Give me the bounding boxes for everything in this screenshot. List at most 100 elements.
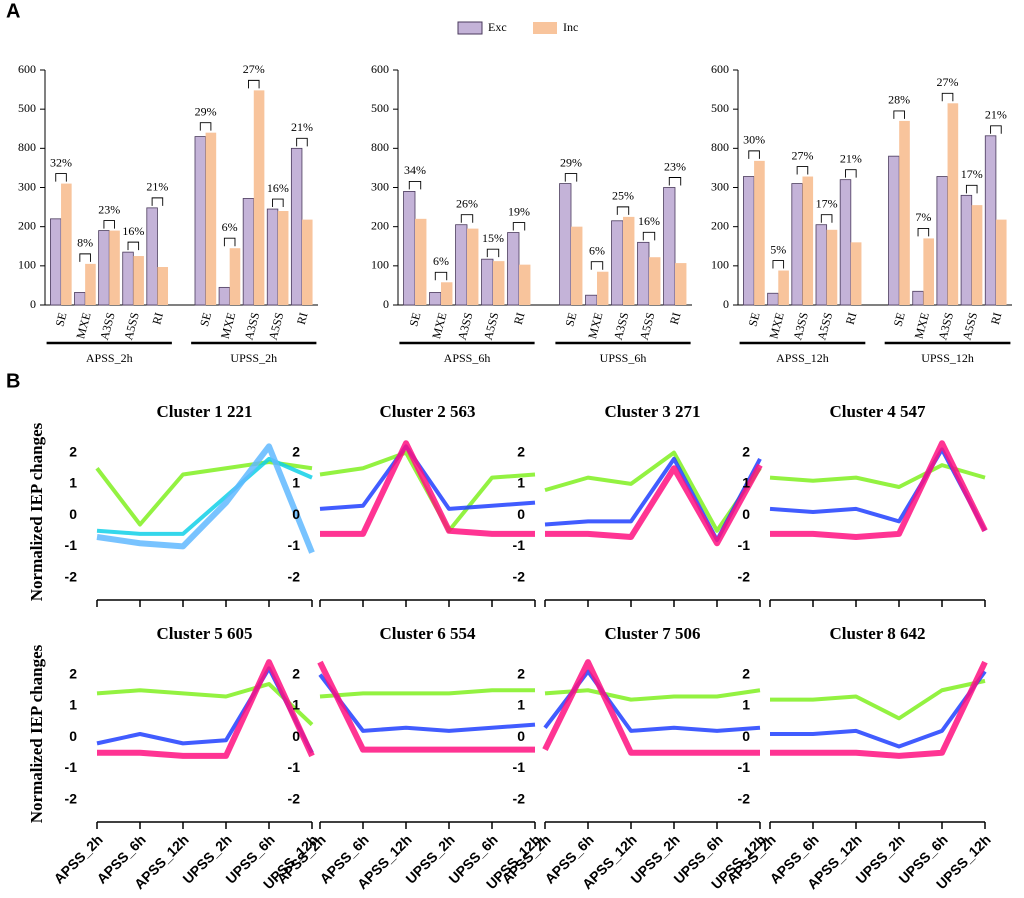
bracket [512,222,526,231]
group-label: APSS_2h [86,351,133,365]
x-tick-label: SE [562,311,579,328]
y-tick-label: 1 [292,475,300,491]
x-tick-label: MXE [429,311,449,340]
chart-title: Cluster 4 547 [829,402,926,421]
bracket [486,248,500,258]
y-tick-label: 500 [371,101,389,115]
x-tick-label: A5SS [266,311,287,342]
profile-line [317,660,535,753]
bracket [248,79,260,89]
profile-line [318,673,536,733]
x-tick-label: A3SS [242,311,263,342]
bar [815,224,828,306]
y-tick-label: 100 [18,258,36,272]
bar [403,191,416,306]
bar [767,292,779,306]
bracket [79,253,91,262]
y-tick-label: 0 [292,506,300,522]
panel-label: B [6,370,20,392]
annotation: 6% [589,243,605,257]
chart-title: Cluster 3 271 [604,402,700,421]
annotation: 29% [195,104,217,118]
annotation: 21% [840,151,862,165]
group-label: UPSS_2h [230,351,277,365]
y-tick-label: 0 [723,297,729,311]
x-tick-label: SE [745,311,762,328]
y-tick-label: 2 [69,665,77,681]
group-label: UPSS_6h [600,351,647,365]
bar [571,226,583,305]
annotation: 6% [222,220,238,234]
profile-line [545,463,763,547]
profile-line [770,440,988,540]
y-tick-label: 200 [711,218,729,232]
x-tick-label: A5SS [960,311,981,342]
bar [778,270,789,305]
bar [229,248,241,305]
bar [205,132,217,305]
x-tick-label: RI [988,311,1005,326]
annotation: 8% [77,236,93,250]
chart-title: Cluster 7 506 [604,624,700,643]
bar [266,208,279,306]
y-tick-label: -1 [288,759,301,775]
y-tick-label: 500 [711,101,729,115]
profile-line [320,440,535,537]
annotation: 25% [612,189,634,203]
annotation: 16% [122,224,144,238]
y-tick-label: 1 [742,697,750,713]
bracket [990,125,1002,134]
annotation: 23% [98,202,120,216]
bar [675,263,687,305]
y-tick-label: 1 [69,475,77,491]
y-tick-label: 600 [18,62,36,76]
bracket [103,220,115,229]
bar [559,183,572,306]
y-axis-label: Normalized IEP changes [27,422,46,601]
profile-line [770,678,986,721]
y-axis-label: Normalized IEP changes [27,644,46,823]
bar [507,232,520,306]
bar [802,176,814,305]
bar [888,155,900,306]
x-tick-label: A5SS [814,311,835,342]
x-tick-label: A3SS [790,311,811,342]
y-tick-label: 0 [742,506,750,522]
profile-line [770,670,987,749]
bar [984,135,997,306]
annotation: 17% [961,167,983,181]
y-tick-label: 0 [517,728,525,744]
annotation: 16% [638,214,660,228]
bracket [796,166,809,175]
x-tick-label: RI [149,311,166,326]
y-tick-label: -1 [738,537,751,553]
bar [146,207,158,306]
bar [936,176,948,306]
bar [467,228,479,305]
bar [923,238,935,305]
y-tick-label: -1 [513,759,526,775]
chart-title: Cluster 1 221 [156,402,252,421]
annotation: 21% [146,180,168,194]
bar [754,160,765,305]
x-tick-label: A5SS [121,311,142,342]
bracket [668,177,682,186]
bar [960,194,973,306]
x-tick-label: A3SS [97,311,118,342]
y-tick-label: -1 [738,759,751,775]
y-tick-label: -2 [288,790,301,806]
y-tick-label: 100 [711,258,729,272]
y-tick-label: -2 [65,568,78,584]
y-tick-label: 800 [711,140,729,154]
annotation: 34% [404,163,426,177]
y-tick-label: -1 [65,537,78,553]
bracket [223,237,236,247]
bracket [965,184,978,194]
annotation: 21% [985,108,1007,122]
x-tick-label: MXE [766,311,786,340]
bar [899,120,910,306]
bar [649,257,661,305]
bar [791,183,803,306]
profile-line [770,660,988,759]
y-tick-label: 2 [292,665,300,681]
